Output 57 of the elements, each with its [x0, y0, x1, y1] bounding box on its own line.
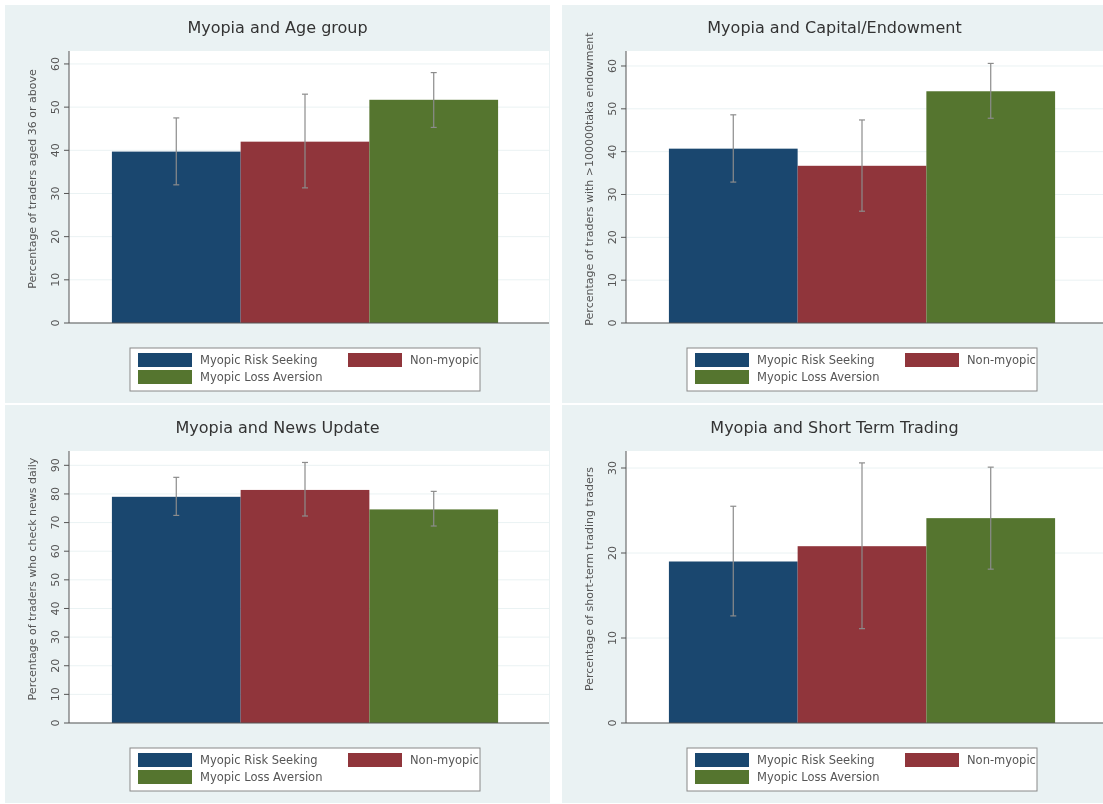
legend-label: Myopic Loss Aversion — [757, 370, 880, 384]
y-tick-label: 0 — [49, 719, 62, 727]
y-tick-label: 90 — [49, 458, 62, 473]
legend-label: Myopic Risk Seeking — [757, 353, 875, 367]
y-tick-label: 50 — [49, 572, 62, 587]
bar — [369, 99, 499, 323]
y-tick-label: 60 — [49, 56, 62, 71]
bar — [926, 518, 1056, 723]
y-tick-label: 60 — [606, 58, 619, 73]
y-tick-label: 60 — [49, 544, 62, 559]
y-tick-label: 40 — [49, 143, 62, 158]
y-tick-label: 10 — [606, 631, 619, 645]
legend-label: Non-myopic — [967, 753, 1036, 767]
y-tick-label: 50 — [606, 101, 619, 116]
chart-title: Myopia and Capital/Endowment — [707, 18, 962, 37]
y-axis-title: Percentage of traders with >100000taka endowment — [583, 31, 596, 326]
bar — [926, 91, 1056, 323]
chart-title: Myopia and Age group — [187, 18, 368, 37]
y-tick-label: 10 — [606, 273, 619, 288]
y-tick-label: 30 — [49, 630, 62, 645]
legend-label: Non-myopic — [967, 353, 1036, 367]
y-tick-label: 10 — [49, 687, 62, 702]
legend-label: Myopic Loss Aversion — [200, 370, 323, 384]
chart-title: Myopia and News Update — [175, 418, 380, 437]
y-tick-label: 30 — [606, 461, 619, 475]
y-tick-label: 40 — [49, 601, 62, 616]
legend-label: Non-myopic — [410, 753, 479, 767]
y-tick-label: 70 — [49, 515, 62, 530]
y-tick-label: 20 — [49, 658, 62, 673]
legend-label: Myopic Risk Seeking — [200, 753, 318, 767]
legend-label: Myopic Loss Aversion — [200, 770, 323, 784]
y-axis-title: Percentage of short-term trading traders — [583, 466, 596, 691]
legend-label: Non-myopic — [410, 353, 479, 367]
y-tick-label: 20 — [606, 230, 619, 245]
y-axis-title: Percentage of traders who check news daily — [26, 457, 39, 701]
y-tick-label: 0 — [606, 319, 619, 327]
legend-label: Myopic Risk Seeking — [200, 353, 318, 367]
bar — [668, 148, 798, 323]
bar — [240, 141, 370, 323]
bar — [111, 151, 241, 323]
bar — [797, 165, 927, 323]
y-tick-label: 10 — [49, 272, 62, 287]
y-axis-title: Percentage of traders aged 36 or above — [26, 69, 39, 289]
y-tick-label: 0 — [49, 319, 62, 327]
y-tick-label: 40 — [606, 144, 619, 159]
y-tick-label: 20 — [606, 546, 619, 560]
chart-title: Myopia and Short Term Trading — [710, 418, 959, 437]
y-tick-label: 0 — [606, 719, 619, 727]
y-tick-label: 30 — [606, 187, 619, 202]
legend-label: Myopic Risk Seeking — [757, 753, 875, 767]
y-tick-label: 50 — [49, 100, 62, 115]
y-tick-label: 80 — [49, 486, 62, 501]
bar — [668, 561, 798, 723]
bar — [797, 546, 927, 723]
legend-label: Myopic Loss Aversion — [757, 770, 880, 784]
y-tick-label: 30 — [49, 186, 62, 201]
y-tick-label: 20 — [49, 229, 62, 244]
